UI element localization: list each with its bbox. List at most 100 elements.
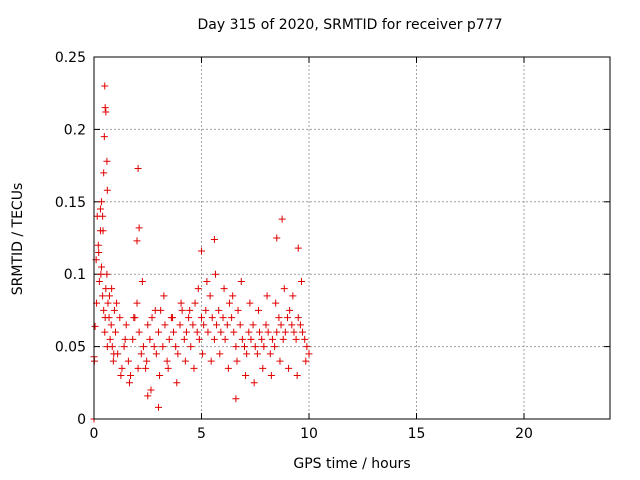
axis-ticks: 0 5 10 15 20 0 0.05 0.1 0.15 0.2 0.25 bbox=[55, 50, 610, 442]
data-point bbox=[230, 328, 238, 336]
data-point bbox=[305, 350, 313, 358]
data-point bbox=[152, 350, 160, 358]
y-tick-label: 0 bbox=[77, 412, 86, 428]
data-point bbox=[105, 292, 113, 300]
data-point bbox=[185, 314, 193, 322]
data-point bbox=[256, 328, 264, 336]
data-point bbox=[245, 328, 253, 336]
data-point bbox=[98, 198, 106, 206]
data-point bbox=[190, 364, 198, 372]
data-point bbox=[110, 350, 118, 358]
data-point bbox=[198, 314, 205, 322]
data-point bbox=[236, 321, 244, 329]
data-point bbox=[200, 321, 208, 329]
data-point bbox=[144, 392, 152, 400]
y-tick-label: 0.2 bbox=[64, 122, 86, 138]
data-point bbox=[253, 350, 261, 358]
data-point bbox=[134, 164, 142, 172]
data-point bbox=[150, 343, 158, 351]
data-point bbox=[228, 314, 236, 322]
data-point bbox=[164, 364, 172, 372]
data-point bbox=[233, 357, 241, 365]
data-point bbox=[121, 335, 129, 343]
data-point bbox=[250, 379, 258, 387]
data-point bbox=[103, 270, 111, 278]
data-point bbox=[296, 321, 304, 329]
data-point bbox=[302, 357, 310, 365]
data-point bbox=[120, 343, 128, 351]
data-point bbox=[297, 277, 305, 285]
data-point bbox=[165, 335, 173, 343]
data-point bbox=[181, 357, 189, 365]
data-point bbox=[173, 379, 181, 387]
data-point bbox=[303, 343, 311, 351]
data-point bbox=[229, 292, 237, 300]
data-point bbox=[161, 321, 169, 329]
data-point bbox=[134, 364, 142, 372]
data-point bbox=[276, 357, 284, 365]
data-point bbox=[125, 379, 133, 387]
data-point bbox=[182, 328, 190, 336]
data-point bbox=[174, 350, 182, 358]
data-point bbox=[137, 350, 145, 358]
data-point bbox=[187, 343, 195, 351]
data-point bbox=[189, 321, 197, 329]
data-point bbox=[148, 314, 156, 322]
data-point bbox=[225, 299, 233, 307]
data-point bbox=[243, 350, 251, 358]
data-point bbox=[211, 270, 219, 278]
data-point bbox=[143, 357, 151, 365]
data-point bbox=[258, 335, 266, 343]
data-point bbox=[160, 292, 168, 300]
data-point bbox=[103, 186, 111, 194]
data-point bbox=[271, 343, 279, 351]
data-point bbox=[238, 335, 246, 343]
data-point bbox=[272, 299, 280, 307]
data-point bbox=[176, 321, 184, 329]
data-point bbox=[110, 306, 118, 314]
data-point bbox=[293, 372, 301, 380]
data-point bbox=[294, 244, 302, 252]
data-point bbox=[113, 299, 121, 307]
data-point bbox=[129, 335, 137, 343]
data-point bbox=[202, 306, 210, 314]
data-point bbox=[241, 343, 248, 351]
data-point bbox=[133, 299, 141, 307]
data-point bbox=[286, 306, 294, 314]
data-point bbox=[299, 328, 307, 336]
data-point bbox=[124, 357, 132, 365]
data-point bbox=[146, 335, 154, 343]
x-tick-label: 15 bbox=[408, 426, 426, 442]
data-point bbox=[103, 157, 111, 165]
data-point bbox=[221, 335, 229, 343]
data-point bbox=[103, 343, 111, 351]
data-point bbox=[116, 314, 124, 322]
data-point bbox=[215, 306, 223, 314]
data-point bbox=[180, 335, 188, 343]
data-point bbox=[156, 372, 164, 380]
data-point bbox=[277, 321, 285, 329]
data-point bbox=[210, 335, 218, 343]
plot-frame bbox=[93, 56, 611, 420]
data-point bbox=[232, 395, 240, 403]
data-point bbox=[247, 335, 255, 343]
data-point bbox=[232, 343, 240, 351]
data-point bbox=[242, 372, 250, 380]
data-point bbox=[151, 306, 159, 314]
data-point bbox=[207, 357, 215, 365]
data-point bbox=[95, 248, 103, 256]
data-point bbox=[144, 321, 152, 329]
data-point bbox=[97, 270, 105, 278]
data-point bbox=[280, 285, 288, 293]
data-point bbox=[195, 335, 203, 343]
data-point bbox=[133, 237, 141, 245]
data-point bbox=[249, 321, 257, 329]
data-point bbox=[155, 328, 162, 336]
data-point bbox=[102, 108, 110, 116]
data-point bbox=[234, 306, 242, 314]
data-point bbox=[127, 372, 135, 380]
data-point bbox=[251, 343, 259, 351]
data-point bbox=[217, 328, 225, 336]
data-point bbox=[168, 314, 176, 322]
